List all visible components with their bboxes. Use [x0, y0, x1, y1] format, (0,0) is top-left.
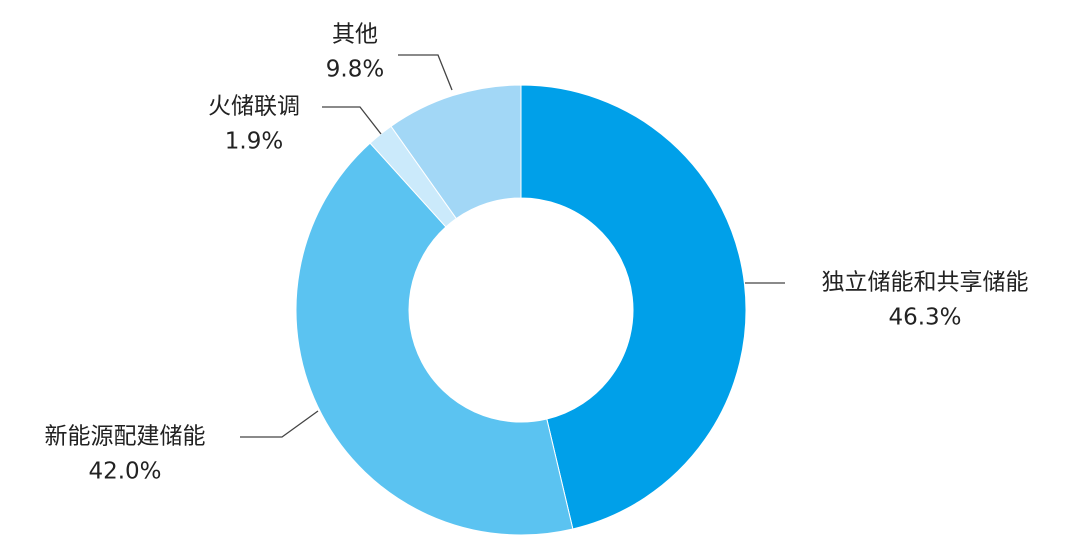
slice-value-label: 42.0%	[88, 459, 161, 485]
slice-value-label: 46.3%	[888, 305, 961, 331]
slice-label: 独立储能和共享储能	[822, 270, 1029, 296]
slice-value-label: 1.9%	[225, 129, 283, 155]
slice	[520, 84, 747, 530]
slice	[295, 142, 574, 536]
slice-label: 火储联调	[208, 94, 300, 120]
slice-label: 其他	[332, 22, 378, 48]
slices	[295, 84, 747, 536]
slice-value-label: 9.8%	[326, 57, 384, 83]
slice	[390, 84, 522, 220]
slice-label: 新能源配建储能	[45, 424, 206, 450]
leader-line	[240, 410, 319, 438]
leader-line	[322, 106, 382, 135]
leader-line	[398, 54, 453, 91]
